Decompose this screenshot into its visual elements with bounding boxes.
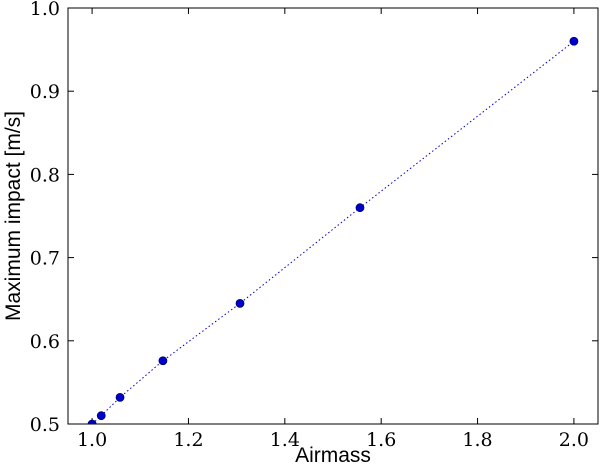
- series-line: [91, 40, 575, 424]
- y-tick-label: 0.8: [30, 164, 60, 186]
- x-tick-label: 1.4: [270, 429, 300, 451]
- y-tick-label: 0.9: [30, 81, 60, 103]
- y-tick-label: 0.6: [30, 331, 60, 353]
- x-tick-label: 1.0: [77, 429, 107, 451]
- point: [96, 411, 106, 421]
- x-tick-label: 1.6: [366, 429, 396, 451]
- y-tick-label: 0.7: [30, 248, 60, 270]
- point: [355, 203, 365, 213]
- x-tick-label: 1.8: [462, 429, 492, 451]
- y-tick-label: 1.0: [30, 0, 60, 20]
- plot-frame: [67, 7, 599, 425]
- point: [87, 419, 97, 424]
- x-tick-label: 2.0: [559, 429, 589, 451]
- point: [158, 356, 168, 366]
- x-tick-label: 1.2: [173, 429, 203, 451]
- y-axis-label: Maximum impact [m/s]: [2, 111, 25, 321]
- point: [115, 392, 125, 402]
- point: [569, 36, 579, 46]
- series: [87, 36, 579, 424]
- point: [235, 298, 245, 308]
- x-axis-label: Airmass: [295, 444, 371, 467]
- y-tick-label: 0.5: [30, 414, 60, 436]
